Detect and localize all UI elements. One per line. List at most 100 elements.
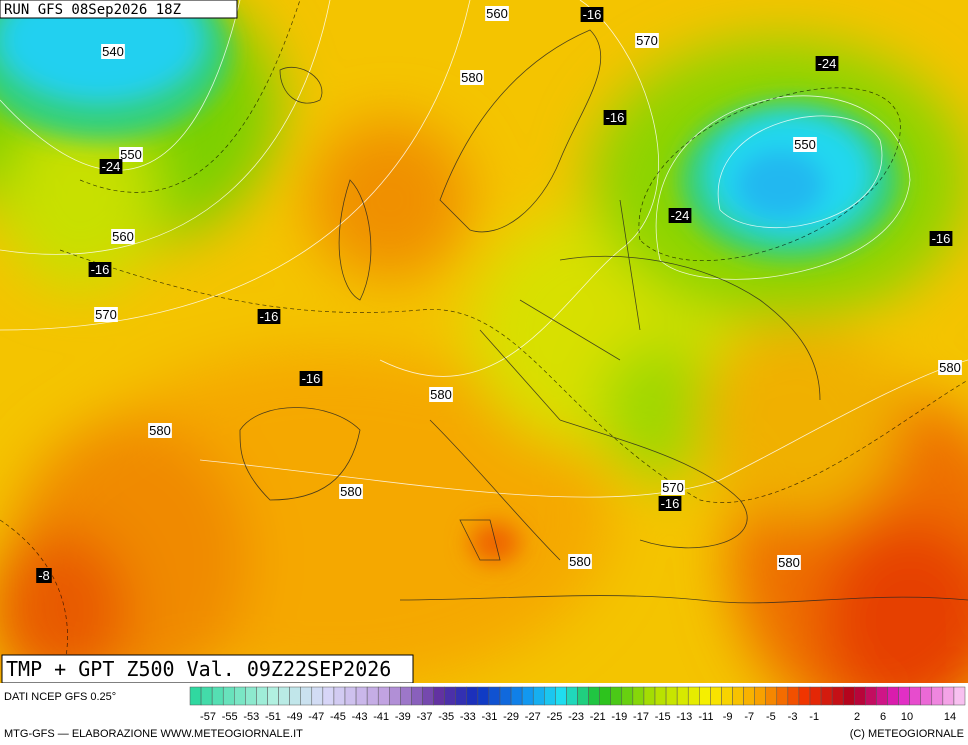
scale-label: -23	[568, 711, 584, 723]
run-label: RUN GFS 08Sep2026 18Z	[4, 2, 181, 18]
geopotential-label: 570	[95, 307, 117, 322]
geopotential-label: 550	[794, 137, 816, 152]
scale-box	[876, 686, 888, 706]
scale-box	[555, 686, 567, 706]
scale-box	[521, 686, 534, 706]
label-bg	[299, 371, 323, 386]
temperature-label: -16	[583, 7, 602, 22]
geopotential-label: 560	[112, 229, 134, 244]
geopotential-label: 540	[102, 44, 124, 59]
scale-box	[488, 686, 501, 706]
scale-box	[300, 686, 313, 706]
geopotential-label: 560	[486, 6, 508, 21]
scale-label: -49	[287, 711, 303, 723]
run-box	[0, 0, 238, 19]
scale-label: -3	[788, 711, 798, 723]
temperature-label: -16	[91, 262, 110, 277]
scale-label: -7	[744, 711, 754, 723]
label-bg	[929, 231, 953, 246]
temperature-label: -16	[260, 309, 279, 324]
scale-label: -57	[200, 711, 216, 723]
temperature-label: -16	[302, 371, 321, 386]
scale-box	[809, 686, 822, 706]
scale-box	[787, 686, 800, 706]
temperature-label: -24	[818, 56, 837, 71]
label-bg	[668, 208, 692, 223]
source: DATI NCEP GFS 0.25°	[4, 691, 116, 703]
scale-box	[798, 686, 811, 706]
scale-label: -45	[330, 711, 346, 723]
geopotential-label: 580	[430, 387, 452, 402]
scale-box	[311, 686, 324, 706]
scale-box	[754, 686, 766, 706]
scale-box	[222, 686, 235, 706]
scale-box	[577, 686, 589, 706]
scale-box	[499, 686, 512, 706]
scale-box	[411, 686, 423, 706]
scale-label: -21	[590, 711, 606, 723]
label-bg	[777, 555, 801, 570]
scale-box	[776, 686, 789, 706]
scale-label: -39	[395, 711, 411, 723]
scale-box	[842, 686, 855, 706]
scale-box	[344, 686, 357, 706]
scale-box	[732, 686, 744, 706]
label-bg	[119, 147, 143, 162]
scale-label: -29	[503, 711, 519, 723]
scale-box	[765, 686, 778, 706]
scale-label: -41	[373, 711, 389, 723]
scale-box	[289, 686, 301, 706]
scale-box	[665, 686, 678, 706]
label-bg	[257, 309, 281, 324]
scale-box	[189, 686, 202, 706]
scale-box	[278, 686, 290, 706]
scale-box	[389, 686, 401, 706]
scale-label: 2	[854, 711, 860, 723]
temperature-label: -24	[102, 159, 121, 174]
scale-label: -43	[352, 711, 368, 723]
scale-box	[532, 686, 545, 706]
geopotential-label: 580	[939, 360, 961, 375]
scale-label: -37	[417, 711, 433, 723]
label-bg	[938, 360, 962, 375]
label-bg	[99, 159, 123, 174]
copyright: (C) METEOGIORNALE	[850, 728, 964, 740]
scale-box	[245, 686, 257, 706]
scale-box	[654, 686, 667, 706]
scale-box	[211, 686, 224, 706]
scale-box	[887, 686, 899, 706]
scale-box	[477, 686, 490, 706]
scale-label: -35	[438, 711, 454, 723]
scale-box	[544, 686, 556, 706]
scale-box	[588, 686, 600, 706]
scale-box	[632, 686, 645, 706]
scale-box	[643, 686, 656, 706]
scale-box	[710, 686, 722, 706]
geopotential-label: 580	[149, 423, 171, 438]
scale-box	[433, 686, 445, 706]
scale-box	[333, 686, 346, 706]
scale-box	[267, 686, 279, 706]
geopotential-label: 570	[662, 480, 684, 495]
scale-box	[256, 686, 268, 706]
scale-box	[743, 686, 755, 706]
scale-box	[455, 686, 468, 706]
scale-label: -25	[546, 711, 562, 723]
scale-box	[865, 686, 877, 706]
label-bg	[485, 6, 509, 21]
scale-box	[599, 686, 611, 706]
scale-box	[687, 686, 700, 706]
scale-box	[322, 686, 335, 706]
scale-label: 6	[880, 711, 886, 723]
temperature-label: -16	[661, 496, 680, 511]
label-bg	[460, 70, 484, 85]
label-bg	[661, 480, 685, 495]
scale-label: -11	[698, 711, 713, 723]
scale-box	[820, 686, 833, 706]
geopotential-label: 580	[778, 555, 800, 570]
scale-box	[920, 686, 933, 706]
scale-label: -27	[525, 711, 541, 723]
scale-box	[831, 686, 844, 706]
scale-box	[699, 686, 711, 706]
